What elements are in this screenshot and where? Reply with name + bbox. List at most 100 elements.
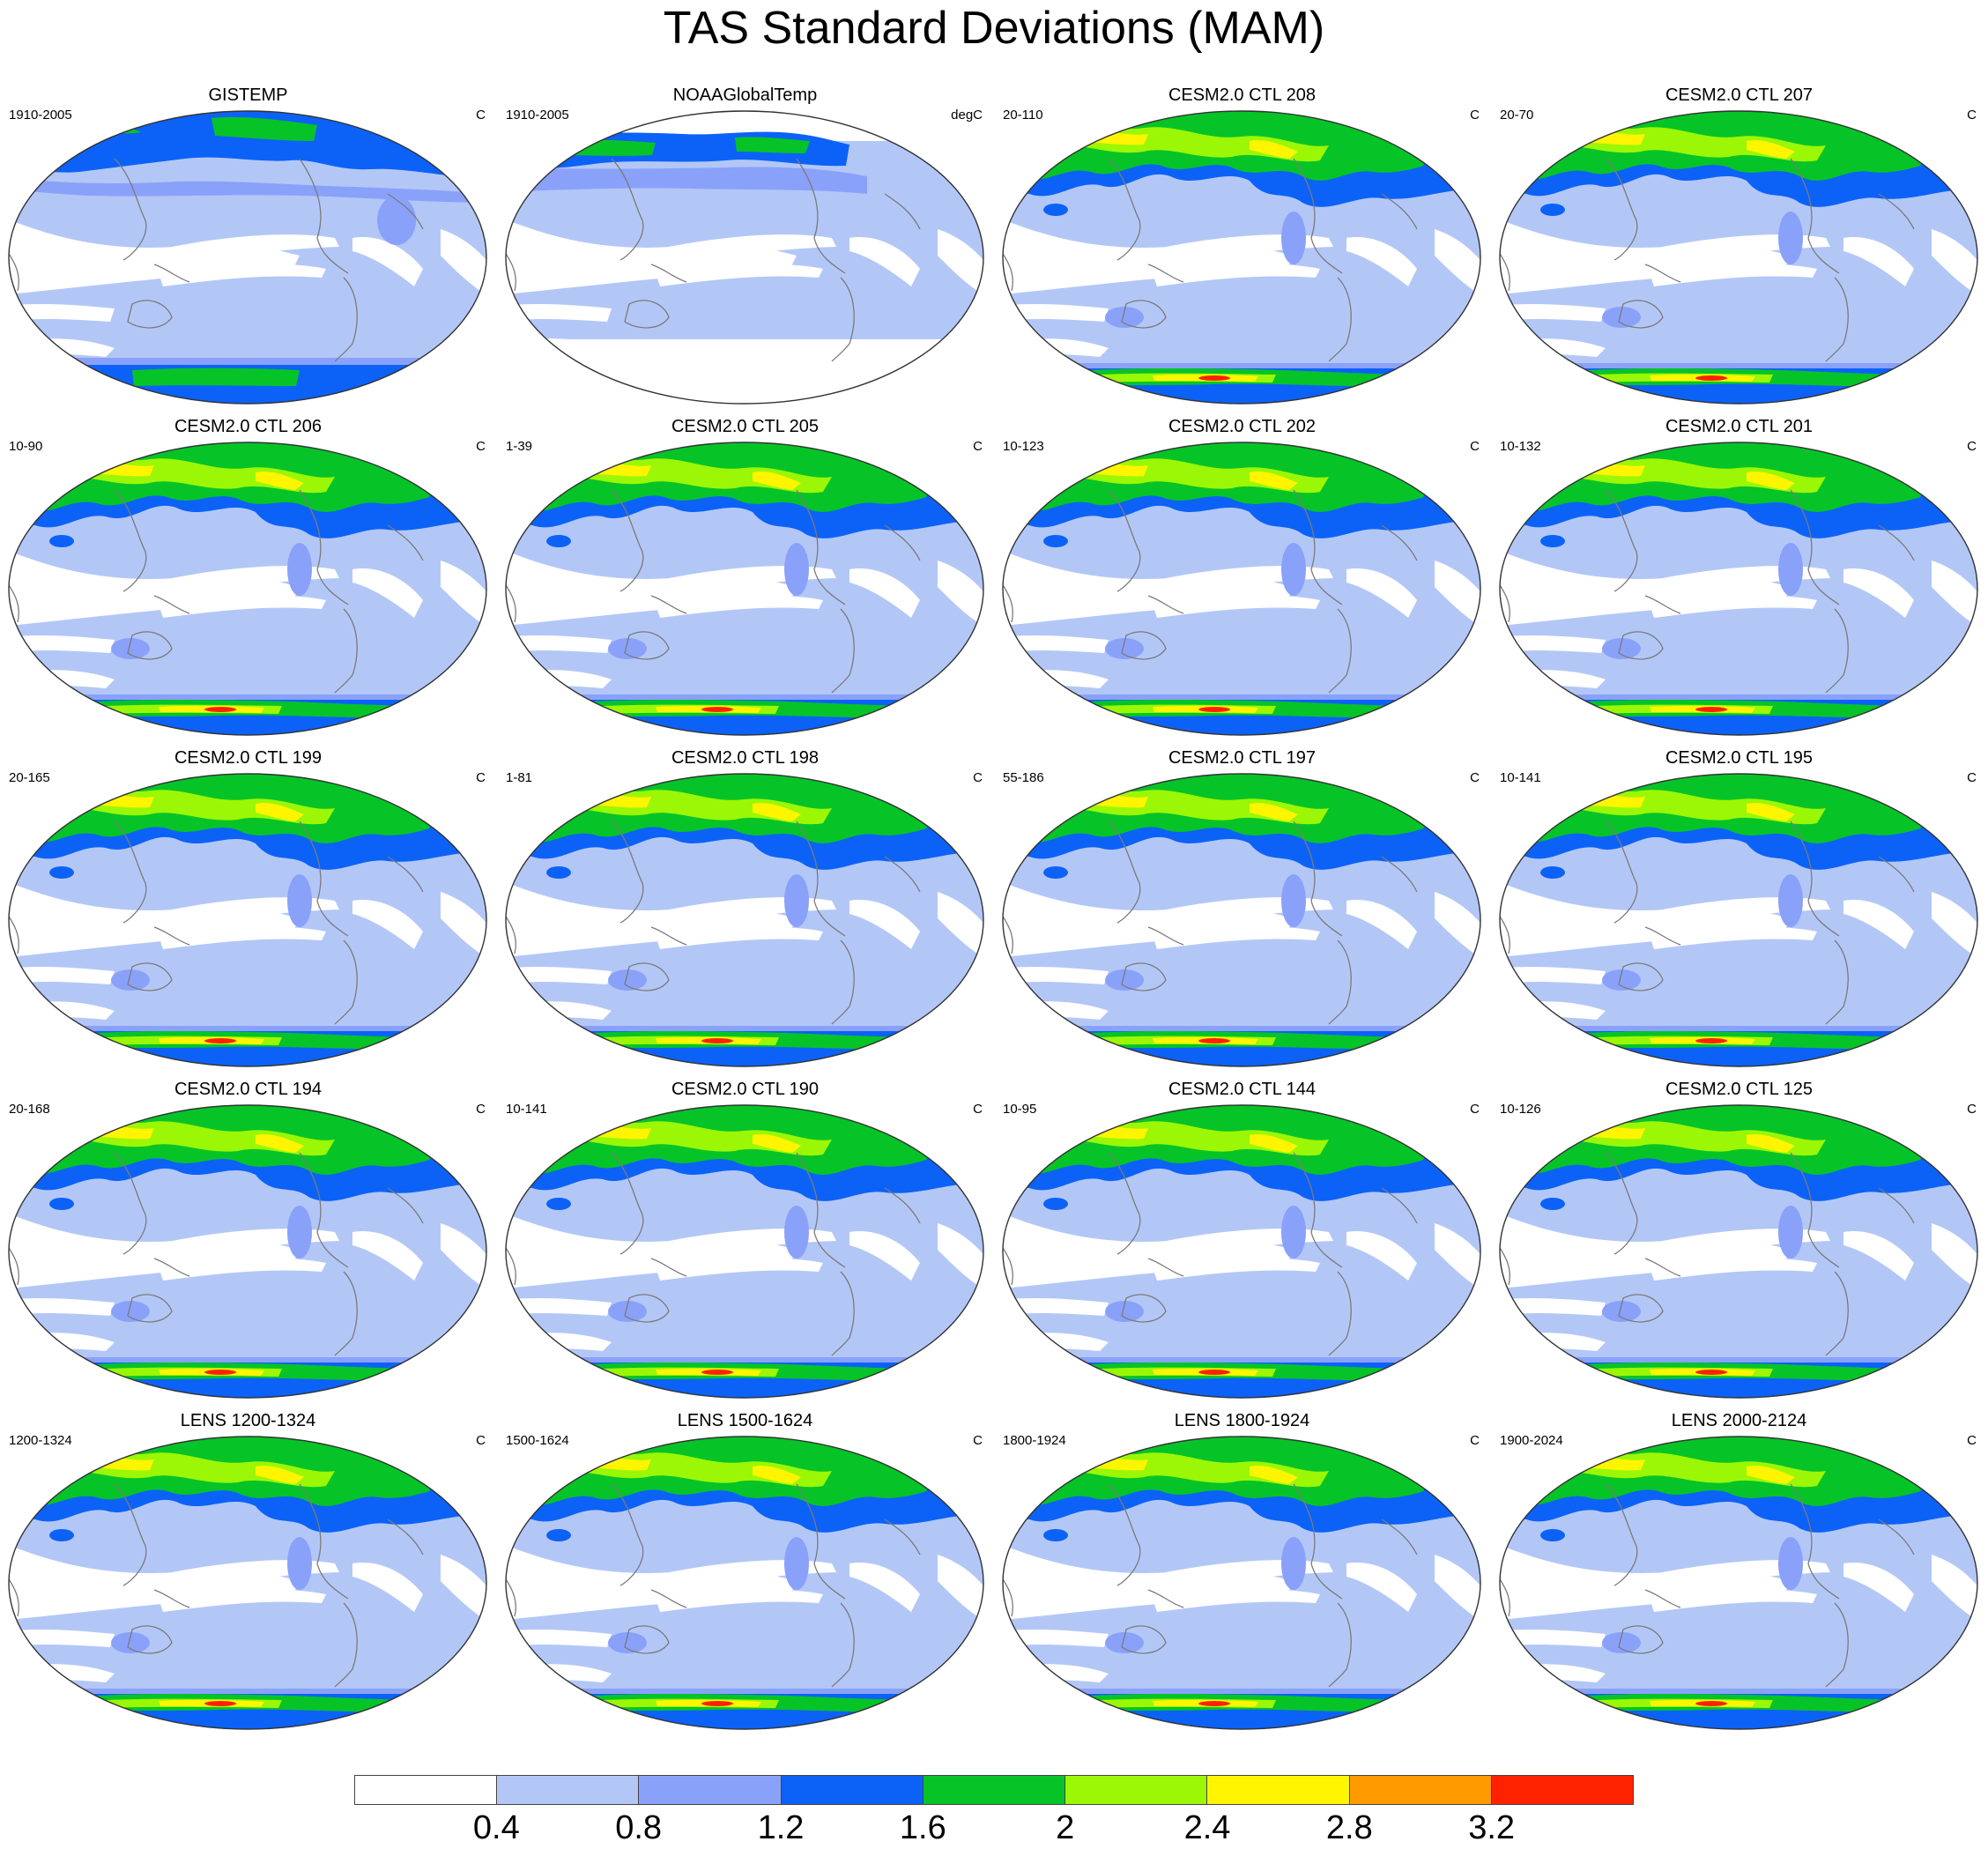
low-variance-band-5 bbox=[1435, 561, 1480, 631]
coastline-0 bbox=[114, 1152, 147, 1255]
panel-period-label: 1500-1624 bbox=[506, 1433, 569, 1448]
map-panel: LENS 1200-1324 1200-1324 C bbox=[0, 1410, 496, 1741]
coastline-1 bbox=[153, 264, 190, 283]
map-panel: CESM2.0 CTL 201 10-132 C bbox=[1491, 416, 1987, 746]
low-variance-band-5 bbox=[938, 229, 983, 300]
coastline-3 bbox=[299, 1152, 349, 1268]
low-variance-band-5 bbox=[441, 1555, 486, 1625]
panel-units-label: C bbox=[1470, 1433, 1480, 1448]
map-border bbox=[1002, 1104, 1481, 1399]
low-variance-band-2 bbox=[159, 1258, 326, 1281]
coastline-3 bbox=[796, 1152, 846, 1268]
coastline-6 bbox=[1003, 246, 1013, 292]
coastline-4 bbox=[1328, 277, 1352, 362]
panel-period-label: 10-141 bbox=[1500, 770, 1541, 785]
coastline-1 bbox=[1644, 1589, 1681, 1608]
map-field bbox=[1500, 442, 1977, 735]
map-border bbox=[505, 442, 984, 736]
coastline-2 bbox=[1618, 1625, 1664, 1654]
world-map bbox=[505, 1104, 984, 1399]
panel-period-label: 20-165 bbox=[9, 770, 50, 785]
low-variance-band-2 bbox=[656, 595, 823, 618]
low-variance-band-2 bbox=[656, 1258, 823, 1281]
low-variance-band-4 bbox=[352, 1563, 423, 1612]
coastline-outlines bbox=[1500, 821, 1915, 1025]
colorbar-box-2 bbox=[639, 1776, 782, 1804]
map-field bbox=[9, 1437, 486, 1729]
panel-title: CESM2.0 CTL 199 bbox=[174, 748, 323, 768]
low-variance-band-5 bbox=[938, 561, 983, 631]
low-variance-band-2 bbox=[1153, 264, 1320, 286]
panel-units-label: C bbox=[973, 770, 983, 785]
panel-period-label: 20-70 bbox=[1500, 108, 1534, 123]
low-variance-band-2 bbox=[656, 926, 823, 949]
coastline-outlines bbox=[1500, 1483, 1915, 1688]
coastline-0 bbox=[611, 489, 644, 592]
panel-units-label: C bbox=[1967, 770, 1977, 785]
low-variance-band-2 bbox=[159, 595, 326, 618]
panel-period-label: 1910-2005 bbox=[506, 108, 569, 123]
coastline-1 bbox=[1644, 926, 1681, 946]
world-map bbox=[8, 1104, 487, 1399]
coastline-5 bbox=[387, 524, 424, 561]
low-variance-band-2 bbox=[1650, 1589, 1817, 1612]
map-field bbox=[506, 1105, 983, 1398]
map-field bbox=[1003, 1437, 1480, 1729]
colorbar-tick-label: 2.8 bbox=[1325, 1809, 1373, 1846]
coastline-1 bbox=[1147, 595, 1184, 614]
coastline-4 bbox=[1328, 608, 1352, 694]
coastline-1 bbox=[650, 926, 687, 946]
map-border bbox=[8, 110, 487, 405]
coastline-4 bbox=[1825, 939, 1849, 1025]
panel-units-label: C bbox=[1470, 1102, 1480, 1117]
coastline-outlines bbox=[9, 821, 424, 1025]
coastline-3 bbox=[796, 821, 846, 937]
coastline-1 bbox=[1644, 595, 1681, 614]
coastline-1 bbox=[1147, 264, 1184, 283]
low-variance-band-4 bbox=[849, 900, 920, 949]
coastline-0 bbox=[1108, 1152, 1141, 1255]
coastline-1 bbox=[650, 595, 687, 614]
low-variance-band-5 bbox=[1932, 561, 1977, 631]
coastline-6 bbox=[9, 246, 19, 292]
map-field bbox=[1500, 1437, 1977, 1729]
panel-title: CESM2.0 CTL 202 bbox=[1168, 417, 1317, 436]
low-variance-band-4 bbox=[849, 568, 920, 618]
coastline-0 bbox=[611, 821, 644, 924]
map-panel: NOAAGlobalTemp 1910-2005 degC bbox=[497, 85, 993, 415]
low-variance-band-2 bbox=[159, 1589, 326, 1612]
panel-units-label: C bbox=[1967, 1102, 1977, 1117]
coastline-2 bbox=[127, 1294, 173, 1323]
coastline-2 bbox=[1121, 962, 1167, 991]
coastline-1 bbox=[1644, 1258, 1681, 1277]
coastline-2 bbox=[624, 1294, 670, 1323]
panel-title: LENS 2000-2124 bbox=[1671, 1411, 1807, 1430]
coastline-3 bbox=[1293, 1483, 1343, 1600]
low-variance-band-1 bbox=[629, 234, 836, 271]
coastline-0 bbox=[1108, 821, 1141, 924]
colorbar-box-8 bbox=[1491, 1776, 1633, 1804]
coastline-4 bbox=[334, 608, 358, 694]
panel-title: CESM2.0 CTL 125 bbox=[1665, 1080, 1814, 1099]
low-variance-band-1 bbox=[1623, 566, 1830, 603]
coastline-2 bbox=[1121, 1294, 1167, 1323]
coastline-6 bbox=[9, 909, 19, 954]
low-variance-band-2 bbox=[656, 1589, 823, 1612]
low-variance-band-5 bbox=[938, 1555, 983, 1625]
low-variance-band-2 bbox=[1650, 926, 1817, 949]
panel-title: GISTEMP bbox=[208, 85, 288, 105]
colorbar-tick-label: 3.2 bbox=[1468, 1809, 1516, 1846]
panel-period-label: 10-141 bbox=[506, 1102, 547, 1117]
coastline-5 bbox=[1878, 524, 1915, 561]
low-variance-band-4 bbox=[1843, 237, 1914, 286]
coastline-4 bbox=[831, 608, 855, 694]
coastline-6 bbox=[506, 1571, 516, 1617]
coastline-4 bbox=[831, 1271, 855, 1356]
low-variance-band-5 bbox=[1435, 1555, 1480, 1625]
world-map bbox=[1002, 110, 1481, 405]
low-variance-band-1 bbox=[629, 1229, 836, 1266]
coastline-5 bbox=[1878, 856, 1915, 893]
coastline-outlines bbox=[1500, 1152, 1915, 1356]
coastline-5 bbox=[884, 856, 921, 893]
coastline-4 bbox=[334, 1602, 358, 1688]
